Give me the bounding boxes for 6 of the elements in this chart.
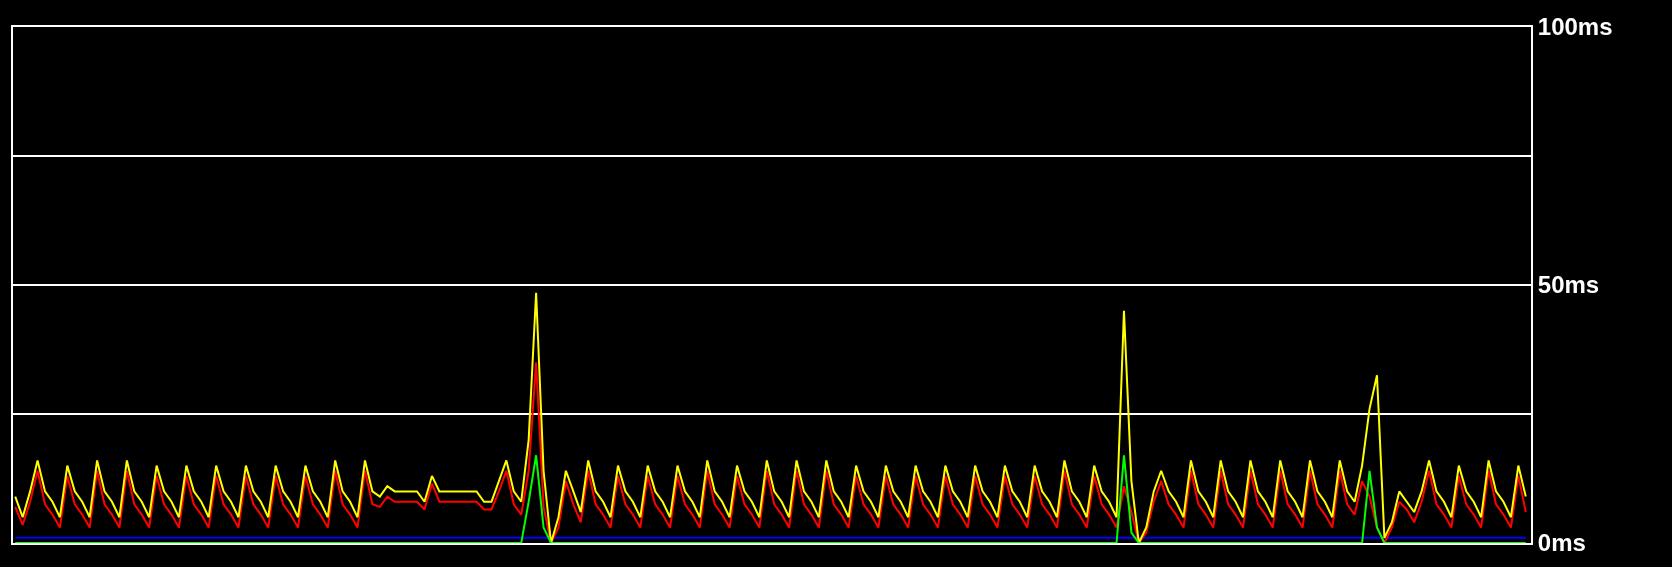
line-series: [14, 291, 1527, 543]
y-tick-label: 100ms: [1537, 13, 1613, 41]
line-series: [14, 454, 1527, 543]
y-tick-label: 0ms: [1537, 529, 1586, 557]
line-series: [14, 361, 1527, 543]
y-tick-label: 50ms: [1537, 271, 1600, 299]
